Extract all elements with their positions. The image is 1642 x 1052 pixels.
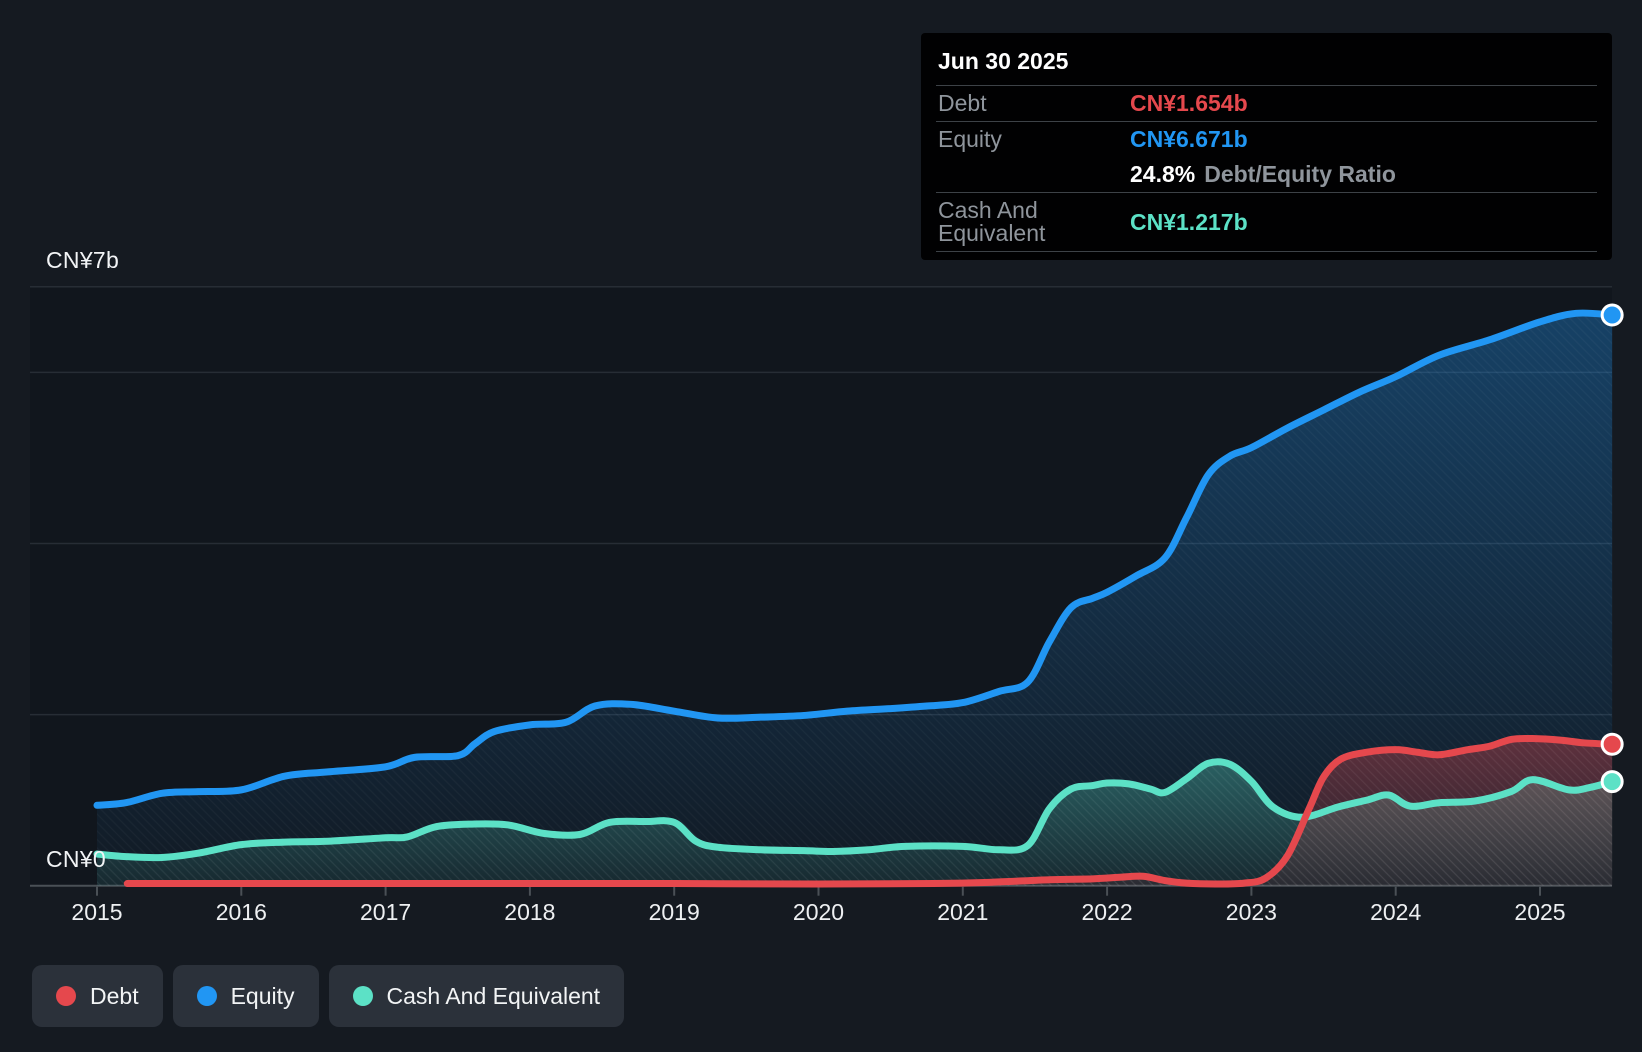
area-texture [97,761,1613,886]
legend-label: Debt [90,982,139,1009]
x-axis-label-2018: 2018 [504,899,556,925]
endpoint-marker-debt[interactable] [1600,732,1624,756]
tooltip-row-ratio: 24.8% Debt/Equity Ratio [936,157,1597,192]
legend-dot-icon [352,986,373,1006]
tooltip-separator [936,121,1597,122]
x-axis-label-2017: 2017 [360,899,412,925]
tooltip-row-equity: Equity CN¥6.671b [936,122,1597,157]
x-axis-label-2016: 2016 [215,899,267,925]
x-axis-label-2024: 2024 [1370,899,1422,925]
line-equity [93,309,1616,809]
tooltip-cash-value: CN¥1.217b [1130,208,1248,235]
tooltip-separator [936,251,1597,252]
x-axis-label-2015: 2015 [71,899,123,925]
x-axis-label-2022: 2022 [1081,899,1133,925]
legend: Debt Equity Cash And Equivalent [32,965,625,1027]
legend-pill-cash-and-equivalent[interactable]: Cash And Equivalent [328,965,625,1027]
tooltip-row-cash: Cash And Equivalent CN¥1.217b [936,193,1597,251]
tooltip-debt-value: CN¥1.654b [1130,90,1248,116]
tooltip-ratio-value: 24.8% [1130,161,1196,187]
line-debt [123,734,1616,888]
legend-dot-icon [56,986,76,1006]
legend-label: Cash And Equivalent [386,982,601,1009]
legend-pill-debt[interactable]: Debt [32,965,163,1027]
tooltip: Jun 30 2025 Debt CN¥1.654b Equity CN¥6.6… [921,33,1612,260]
tooltip-date: Jun 30 2025 [938,48,1069,74]
tooltip-cash-label: Cash And Equivalent [938,197,1046,246]
tooltip-ratio-label: Debt/Equity Ratio [1204,161,1396,187]
legend-label: Equity [230,982,295,1009]
endpoint-marker-equity[interactable] [1600,303,1624,327]
tooltip-debt-label: Debt [938,90,987,116]
y-axis-label-zero: CN¥0 [46,846,107,872]
x-axis-label-2019: 2019 [648,899,700,925]
y-axis-label-top: CN¥7b [46,247,120,273]
x-axis-label-2021: 2021 [937,899,989,925]
tooltip-equity-value: CN¥6.671b [1130,126,1248,152]
legend-dot-icon [196,986,217,1006]
tooltip-separator [936,85,1597,86]
x-axis-label-2023: 2023 [1225,899,1277,925]
endpoint-marker-cash-and-equivalent[interactable] [1600,770,1624,794]
tooltip-equity-label: Equity [938,126,1002,152]
tooltip-row-debt: Debt CN¥1.654b [936,86,1597,121]
line-cash-and-equivalent [93,758,1616,862]
x-axis-label-2025: 2025 [1514,899,1566,925]
legend-pill-equity[interactable]: Equity [172,965,319,1027]
tooltip-separator [936,192,1597,193]
x-axis-label-2020: 2020 [792,899,845,925]
